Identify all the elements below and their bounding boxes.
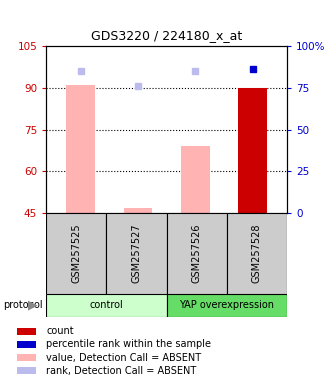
Text: protocol: protocol — [3, 300, 43, 310]
Bar — [66, 85, 95, 213]
Text: YAP overexpression: YAP overexpression — [180, 300, 274, 310]
Bar — [227, 213, 287, 294]
Text: ▶: ▶ — [28, 299, 38, 312]
Text: percentile rank within the sample: percentile rank within the sample — [46, 339, 211, 349]
Bar — [16, 341, 36, 348]
Text: GSM257527: GSM257527 — [132, 223, 142, 283]
Title: GDS3220 / 224180_x_at: GDS3220 / 224180_x_at — [91, 29, 242, 42]
Bar — [106, 213, 167, 294]
Bar — [167, 213, 227, 294]
Text: GSM257526: GSM257526 — [192, 224, 202, 283]
Bar — [16, 328, 36, 335]
Text: rank, Detection Call = ABSENT: rank, Detection Call = ABSENT — [46, 366, 196, 376]
Text: GSM257528: GSM257528 — [252, 224, 262, 283]
Bar — [181, 146, 210, 213]
Bar — [16, 367, 36, 374]
Bar — [46, 294, 167, 317]
Text: GSM257525: GSM257525 — [71, 223, 81, 283]
Text: control: control — [89, 300, 123, 310]
Bar — [16, 354, 36, 361]
Bar — [46, 213, 106, 294]
Text: count: count — [46, 326, 74, 336]
Text: value, Detection Call = ABSENT: value, Detection Call = ABSENT — [46, 353, 201, 362]
Bar — [238, 88, 267, 213]
Bar — [124, 207, 152, 213]
Bar — [167, 294, 287, 317]
